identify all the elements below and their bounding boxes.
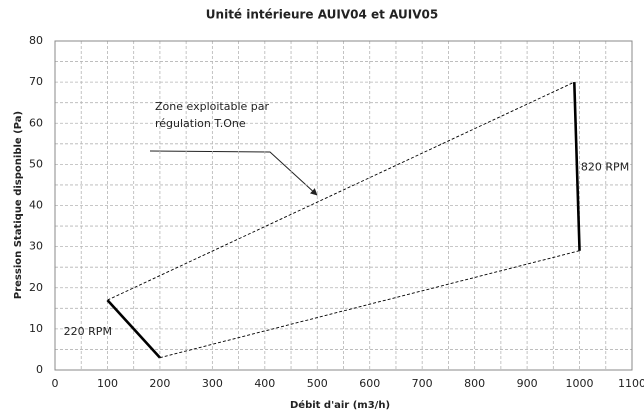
y-axis-label: Pression Statique disponible (Pa) (13, 111, 24, 299)
plot-frame (54, 40, 633, 371)
x-tick-label: 1100 (618, 377, 644, 390)
series-label: 820 RPM (581, 160, 629, 173)
x-tick-label: 400 (254, 377, 275, 390)
y-tick-label: 60 (29, 116, 43, 129)
y-tick-label: 10 (29, 322, 43, 335)
annotation-arrow (149, 150, 318, 196)
y-tick-label: 30 (29, 240, 43, 253)
series-line (107, 81, 575, 301)
y-tick-label: 70 (29, 75, 43, 88)
x-axis-label: Débit d'air (m3/h) (290, 399, 390, 411)
series-label: 220 RPM (64, 325, 112, 338)
annotation: Zone exploitable par (155, 100, 269, 113)
x-tick-label: 900 (517, 377, 538, 390)
series-line (573, 82, 581, 251)
x-tick-label: 800 (464, 377, 485, 390)
series-line (159, 250, 580, 359)
series-line (106, 299, 161, 359)
x-tick-label: 700 (412, 377, 433, 390)
x-tick-label: 300 (202, 377, 223, 390)
x-tick-label: 100 (97, 377, 118, 390)
x-tick-label: 600 (359, 377, 380, 390)
y-tick-label: 80 (29, 34, 43, 47)
x-tick-label: 500 (307, 377, 328, 390)
y-tick-label: 20 (29, 281, 43, 294)
y-tick-label: 40 (29, 199, 43, 212)
chart-title: Unité intérieure AUIV04 et AUIV05 (206, 8, 438, 22)
y-tick-label: 0 (36, 363, 43, 376)
annotation: régulation T.One (155, 117, 246, 130)
x-tick-label: 0 (52, 377, 59, 390)
y-tick-label: 50 (29, 157, 43, 170)
x-tick-label: 1000 (566, 377, 594, 390)
x-tick-label: 200 (149, 377, 170, 390)
